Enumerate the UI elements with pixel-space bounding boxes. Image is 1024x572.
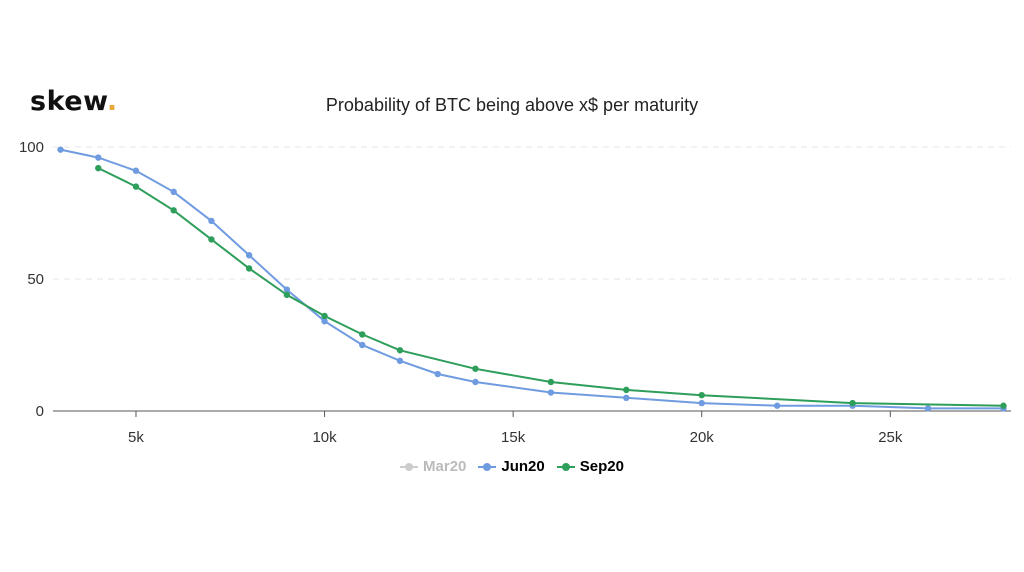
data-point-jun20 bbox=[95, 154, 102, 161]
data-point-sep20 bbox=[359, 331, 366, 338]
legend-item-jun20[interactable]: Jun20 bbox=[478, 458, 545, 475]
data-point-jun20 bbox=[396, 357, 404, 365]
data-point-sep20 bbox=[95, 164, 102, 172]
data-point-sep20 bbox=[472, 365, 479, 372]
data-point-jun20 bbox=[283, 286, 291, 293]
data-point-jun20 bbox=[208, 217, 215, 225]
data-point-jun20 bbox=[57, 146, 64, 153]
data-point-jun20 bbox=[773, 402, 781, 409]
data-point-sep20 bbox=[132, 183, 140, 190]
x-tick-label: 5k bbox=[128, 429, 144, 446]
logo-text: skew bbox=[30, 86, 107, 117]
data-point-sep20 bbox=[283, 291, 291, 299]
legend-item-mar20[interactable]: Mar20 bbox=[400, 458, 466, 475]
data-point-jun20 bbox=[698, 399, 705, 407]
x-tick-label: 10k bbox=[312, 429, 337, 446]
data-point-sep20 bbox=[1000, 402, 1007, 409]
y-tick-label: 0 bbox=[36, 403, 44, 420]
data-point-sep20 bbox=[698, 391, 705, 399]
data-point-sep20 bbox=[170, 207, 177, 214]
data-point-jun20 bbox=[245, 252, 253, 259]
data-point-jun20 bbox=[321, 318, 328, 325]
x-tick-label: 15k bbox=[501, 429, 526, 446]
legend-label: Mar20 bbox=[423, 458, 467, 475]
data-point-jun20 bbox=[170, 188, 177, 196]
data-point-sep20 bbox=[245, 265, 253, 272]
chart-legend: Mar20 Jun20 Sep20 bbox=[0, 458, 1024, 476]
legend-label: Jun20 bbox=[501, 458, 545, 475]
x-tick-label: 20k bbox=[690, 429, 715, 446]
data-point-jun20 bbox=[472, 378, 479, 386]
legend-label: Sep20 bbox=[579, 458, 624, 475]
data-point-sep20 bbox=[321, 312, 328, 320]
y-tick-label: 100 bbox=[19, 139, 44, 156]
data-point-sep20 bbox=[396, 347, 404, 354]
data-point-jun20 bbox=[547, 389, 555, 396]
logo-dot: . bbox=[106, 86, 118, 117]
series-line-sep20 bbox=[97, 167, 1004, 407]
data-point-sep20 bbox=[849, 399, 856, 407]
chart-title: Probability of BTC being above x$ per ma… bbox=[0, 95, 1024, 116]
y-tick-label: 50 bbox=[27, 271, 44, 288]
data-point-jun20 bbox=[924, 405, 932, 412]
data-point-sep20 bbox=[547, 378, 555, 386]
data-point-sep20 bbox=[208, 236, 215, 243]
legend-marker-icon bbox=[556, 462, 575, 472]
x-tick-label: 25k bbox=[878, 429, 903, 446]
data-point-jun20 bbox=[132, 167, 140, 174]
data-point-sep20 bbox=[623, 386, 630, 394]
data-point-jun20 bbox=[359, 341, 366, 349]
legend-item-sep20[interactable]: Sep20 bbox=[556, 458, 624, 475]
skew-logo: skew. bbox=[30, 86, 118, 117]
data-point-jun20 bbox=[434, 370, 441, 378]
chart-title-text: Probability of BTC being above x$ per ma… bbox=[325, 95, 699, 115]
legend-marker-icon bbox=[478, 462, 497, 472]
data-point-jun20 bbox=[623, 394, 630, 401]
legend-marker-icon bbox=[400, 462, 419, 472]
